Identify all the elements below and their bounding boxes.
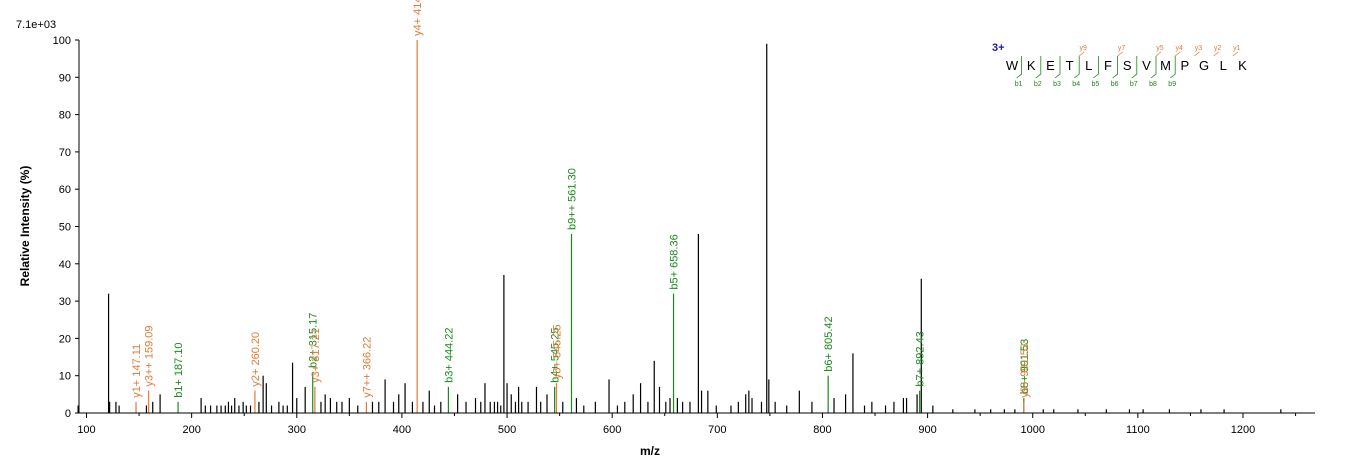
y-axis-ticks: 0 10 20 30 40 50 60 70 80 90 100 xyxy=(53,35,79,420)
x-tick-label: 800 xyxy=(813,424,831,436)
b-ion-tag: b6 xyxy=(1111,81,1119,88)
y-ion-bracket xyxy=(1232,51,1239,57)
b-ion-bracket xyxy=(1093,56,1099,79)
peak-label: y3++ 159.09 xyxy=(144,325,156,386)
sequence-residue: T xyxy=(1066,58,1074,73)
b-ion-tag: b5 xyxy=(1092,81,1100,88)
peak-label: b6+ 805.42 xyxy=(823,316,835,371)
b-ion-tag: b1 xyxy=(1015,81,1023,88)
y-axis-title: Relative Intensity (%) xyxy=(18,166,32,287)
b-ion-bracket xyxy=(1169,56,1176,79)
peak-label: b3+ 444.22 xyxy=(443,328,455,383)
y-ion-bracket xyxy=(1117,51,1123,57)
b-ion-bracket xyxy=(1016,56,1022,79)
x-tick-label: 500 xyxy=(498,424,516,436)
sequence-residue: F xyxy=(1104,58,1112,73)
y-ion-bracket xyxy=(1174,51,1181,57)
b-ion-tag: b8 xyxy=(1149,81,1157,88)
peak-label: b8+ 991.53 xyxy=(1019,339,1031,394)
y-ion-tag: y7 xyxy=(1118,45,1126,52)
y-ion-bracket xyxy=(1155,51,1162,57)
sequence-residue: G xyxy=(1199,58,1209,73)
y-ion-tag: y5 xyxy=(1156,45,1164,52)
sequence-residue: V xyxy=(1142,58,1151,73)
x-tick-label: 1200 xyxy=(1231,424,1255,436)
y-tick-label: 30 xyxy=(59,296,71,308)
x-axis-ticks: 100 200 300 400 500 600 700 800 900 1000 1100 1200 xyxy=(77,413,1297,436)
y-tick-label: 40 xyxy=(59,259,71,271)
y-ion-tag: y2 xyxy=(1214,45,1222,52)
peak-label: y7++ 366.22 xyxy=(361,337,373,398)
peak-label: y1+ 147.11 xyxy=(131,344,143,398)
y-tick-label: 60 xyxy=(59,184,71,196)
b-ion-bracket xyxy=(1131,56,1138,79)
x-tick-label: 300 xyxy=(288,424,306,436)
y-ion-tag: y3 xyxy=(1195,45,1203,52)
peak-label: b9++ 561.30 xyxy=(566,168,578,230)
y-ion-bracket xyxy=(1078,51,1085,57)
b-ion-bracket xyxy=(1054,56,1061,79)
b-ion-bracket xyxy=(1073,56,1080,79)
sequence-residue: S xyxy=(1123,58,1132,73)
sequence-residue: M xyxy=(1160,58,1171,73)
b-ion-tag: b2 xyxy=(1034,81,1042,88)
sequence-residue: L xyxy=(1085,58,1092,73)
y-tick-label: 0 xyxy=(65,408,71,420)
x-tick-label: 400 xyxy=(393,424,411,436)
y-ion-tag: y1 xyxy=(1233,45,1241,52)
x-tick-label: 1000 xyxy=(1020,424,1044,436)
charge-state: 3+ xyxy=(992,42,1005,54)
y-tick-label: 70 xyxy=(59,147,71,159)
y-ion-tag: y9 xyxy=(1079,45,1087,52)
x-tick-label: 100 xyxy=(77,424,95,436)
y-tick-label: 50 xyxy=(59,222,71,234)
y-tick-label: 90 xyxy=(59,72,71,84)
x-axis-title: m/z xyxy=(640,444,660,458)
y-tick-label: 100 xyxy=(53,35,71,47)
sequence-residue: K xyxy=(1027,58,1036,73)
sequence-residue: P xyxy=(1180,58,1189,73)
peak-label: y3+ 317.21 xyxy=(310,328,322,383)
y-ion-bracket xyxy=(1194,51,1200,57)
peak-labels: y1+ 147.11 y3++ 159.09 b1+ 187.10 y2+ 260.2… xyxy=(131,0,1031,398)
peak-label: b1+ 187.10 xyxy=(173,342,185,397)
x-tick-label: 600 xyxy=(603,424,621,436)
b-ion-tag: b7 xyxy=(1130,81,1138,88)
peak-label: y2+ 260.20 xyxy=(250,332,262,387)
y-ion-bracket xyxy=(1213,51,1219,57)
sequence-residue: L xyxy=(1220,58,1227,73)
b-ion-tag: b4 xyxy=(1072,81,1080,88)
peak-label: b7+ 892.43 xyxy=(915,331,927,386)
peak-label: b2+ 315.17 xyxy=(308,313,320,368)
b-ion-bracket xyxy=(1150,56,1157,79)
y-tick-label: 20 xyxy=(59,333,71,345)
sequence-residue: K xyxy=(1238,58,1247,73)
peak-label: b4+ 545.25 xyxy=(550,328,562,383)
b-ion-tag: b3 xyxy=(1053,81,1061,88)
x-tick-label: 900 xyxy=(918,424,936,436)
b-ion-tag: b9 xyxy=(1168,81,1176,88)
sequence-residue: E xyxy=(1046,58,1055,73)
y-tick-label: 80 xyxy=(59,110,71,122)
peak-label: y9+ 991.53 xyxy=(1019,343,1031,398)
x-tick-label: 200 xyxy=(182,424,200,436)
peak-label: b5+ 658.36 xyxy=(669,234,681,289)
sequence-residue: W xyxy=(1006,58,1019,73)
x-tick-label: 700 xyxy=(708,424,726,436)
b-ion-bracket xyxy=(1035,56,1042,79)
spectrum-peaks xyxy=(77,40,1282,413)
peak-label: y5+ 545.25 xyxy=(551,324,563,379)
y-tick-label: 10 xyxy=(59,371,71,383)
x-tick-label: 1100 xyxy=(1126,424,1150,436)
b-ion-bracket xyxy=(1112,56,1118,79)
scale-label: 7.1e+03 xyxy=(16,19,56,31)
y-ion-tag: y4 xyxy=(1175,45,1183,52)
peak-label: y4+ 414.5 xyxy=(412,0,424,36)
